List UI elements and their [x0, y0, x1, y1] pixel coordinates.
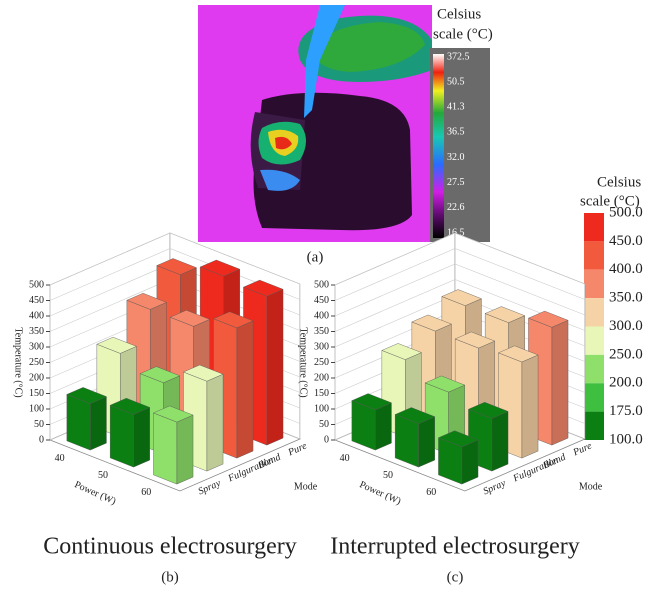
scale-tick-label: 50.5 [447, 76, 465, 87]
x-axis-title: Power (W) [358, 479, 403, 507]
panel-label: (a) [307, 249, 324, 265]
bar-side [462, 440, 478, 484]
x-tick-label: 50 [383, 470, 393, 481]
scale-title: Celsius [597, 174, 641, 190]
y-axis-title: Mode [294, 481, 318, 492]
z-tick-label: 50 [34, 419, 44, 430]
z-tick-label: 200 [314, 372, 329, 383]
scale-block [584, 298, 604, 326]
z-tick-label: 50 [319, 419, 329, 430]
scale-tick-label: 41.3 [447, 102, 465, 113]
scale-tick-label: 36.5 [447, 127, 465, 138]
bar-side [267, 289, 283, 445]
bar-side [522, 355, 538, 458]
bar-side [419, 417, 435, 467]
x-axis-title: Power (W) [73, 479, 118, 507]
bar-side [177, 415, 193, 484]
scale-tick-label: 350.0 [609, 290, 643, 306]
x-tick-label: 50 [98, 470, 108, 481]
z-tick-label: 300 [314, 341, 329, 352]
z-tick-label: 400 [314, 310, 329, 321]
scale-title: scale (°C) [433, 26, 493, 42]
bar-side [375, 403, 391, 450]
z-tick-label: 150 [29, 388, 44, 399]
x-tick-label: 40 [55, 453, 65, 464]
scale-tick-label: 100.0 [609, 431, 643, 447]
z-tick-label: 150 [314, 388, 329, 399]
z-tick-label: 100 [29, 403, 44, 414]
scale-tick-label: 450.0 [609, 233, 643, 249]
z-tick-label: 0 [324, 434, 329, 445]
bar-front [153, 413, 176, 484]
bar-front [110, 405, 133, 467]
z-tick-label: 350 [314, 326, 329, 337]
scale-tick-label: 22.6 [447, 202, 465, 213]
z-tick-label: 250 [314, 357, 329, 368]
scale-tick-label: 300.0 [609, 318, 643, 334]
z-tick-label: 450 [314, 295, 329, 306]
scale-tick-label: 200.0 [609, 375, 643, 391]
z-tick-label: 300 [29, 341, 44, 352]
chart-title: Interrupted electrosurgery [330, 534, 579, 560]
scale-tick-label: 27.5 [447, 177, 465, 188]
y-axis-title: Mode [579, 481, 603, 492]
z-tick-label: 450 [29, 295, 44, 306]
thermal-image [198, 5, 432, 242]
panel-label: (b) [161, 569, 179, 585]
z-tick-label: 500 [29, 279, 44, 290]
z-axis-title: Temperature (°C) [298, 327, 309, 397]
z-tick-label: 350 [29, 326, 44, 337]
scale-block [584, 355, 604, 383]
bar-side [207, 374, 223, 471]
z-tick-label: 250 [29, 357, 44, 368]
x-tick-label: 60 [426, 487, 436, 498]
z-tick-label: 0 [39, 434, 44, 445]
z-axis-title: Temperature (°C) [13, 327, 24, 397]
bar-side [90, 397, 106, 451]
panel-label: (c) [447, 569, 464, 585]
bar-side [134, 407, 150, 467]
scale-block [584, 270, 604, 298]
z-tick-label: 100 [314, 403, 329, 414]
figure: Celsius scale (°C) (a) 372.5 50.5 41.3 36.5… [0, 0, 658, 593]
scale-block [584, 412, 604, 440]
bar-side [552, 320, 568, 445]
chart: 0 50 100 150 200 250 300 350 400 450 500 Temperatur… [298, 233, 603, 585]
scale-block [584, 213, 604, 241]
z-tick-label: 200 [29, 372, 44, 383]
chart-title: Continuous electrosurgery [43, 534, 297, 560]
thermal-colorbar [433, 54, 444, 238]
z-tick-label: 400 [29, 310, 44, 321]
scale-tick-label: 500.0 [609, 204, 643, 220]
bar-side [492, 411, 508, 471]
scale-tick-label: 400.0 [609, 261, 643, 277]
scale-tick-label: 32.0 [447, 152, 465, 163]
scale-tick-label: 372.5 [447, 51, 470, 62]
bar-front [67, 394, 90, 450]
bar-side [237, 321, 253, 458]
scale-block [584, 383, 604, 411]
scale-tick-label: 175.0 [609, 403, 643, 419]
scale-tick-label: 250.0 [609, 346, 643, 362]
scale-block [584, 241, 604, 269]
scale-title: Celsius [437, 6, 481, 22]
chart: 0 50 100 150 200 250 300 350 400 450 500 Temperatur… [13, 233, 318, 585]
z-tick-label: 500 [314, 279, 329, 290]
scale-block [584, 327, 604, 355]
x-tick-label: 60 [141, 487, 151, 498]
x-tick-label: 40 [340, 453, 350, 464]
